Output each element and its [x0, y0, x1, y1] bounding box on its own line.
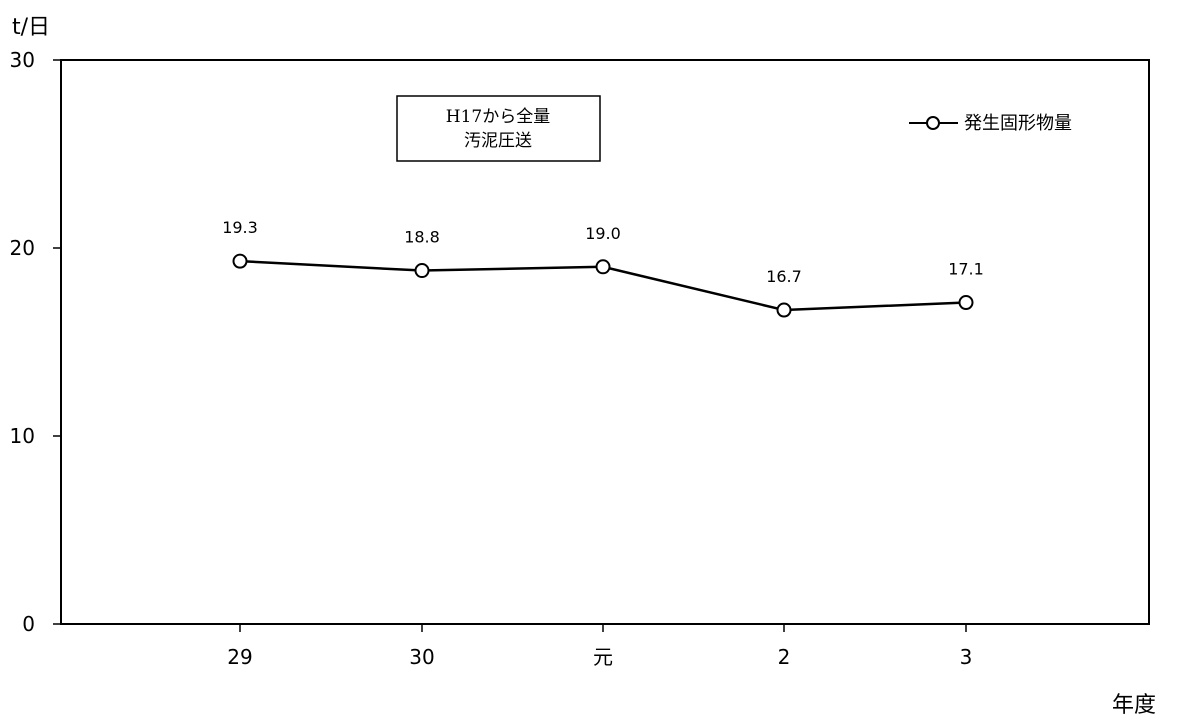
- data-label: 16.7: [766, 267, 802, 286]
- x-tick-label: 29: [227, 645, 252, 669]
- y-axis: 0 10 20 30: [10, 48, 61, 636]
- annotation-line-2: 汚泥圧送: [464, 131, 532, 151]
- data-label: 18.8: [404, 228, 440, 247]
- legend-label: 発生固形物量: [964, 113, 1072, 134]
- y-tick-label: 0: [22, 612, 35, 636]
- x-tick-label: 3: [960, 645, 973, 669]
- data-label: 19.0: [585, 224, 621, 243]
- x-tick-label: 元: [593, 645, 613, 669]
- x-axis: 29 30 元 2 3: [227, 624, 972, 669]
- legend: 発生固形物量: [909, 113, 1072, 134]
- y-tick-label: 10: [10, 424, 35, 448]
- data-point-marker: [776, 302, 792, 318]
- x-tick-label: 30: [409, 645, 434, 669]
- y-tick-label: 20: [10, 236, 35, 260]
- legend-marker-swatch: [926, 116, 940, 130]
- data-label: 19.3: [222, 218, 258, 237]
- x-axis-unit-label: 年度: [1112, 693, 1156, 718]
- annotation-line-1: H17から全量: [446, 107, 550, 127]
- annotation-box: H17から全量 汚泥圧送: [396, 95, 601, 162]
- data-point-marker: [958, 295, 974, 311]
- data-point-marker: [414, 263, 430, 279]
- data-label: 17.1: [948, 260, 984, 279]
- y-axis-unit-label: t/日: [12, 15, 50, 40]
- data-point-marker: [232, 253, 248, 269]
- y-tick-label: 30: [10, 48, 35, 72]
- series-group: 19.3 18.8 19.0 16.7 17.1: [222, 218, 984, 318]
- plot-area-frame: [60, 59, 1150, 625]
- data-point-marker: [595, 259, 611, 275]
- annotation-frame: [396, 95, 601, 162]
- x-tick-label: 2: [778, 645, 791, 669]
